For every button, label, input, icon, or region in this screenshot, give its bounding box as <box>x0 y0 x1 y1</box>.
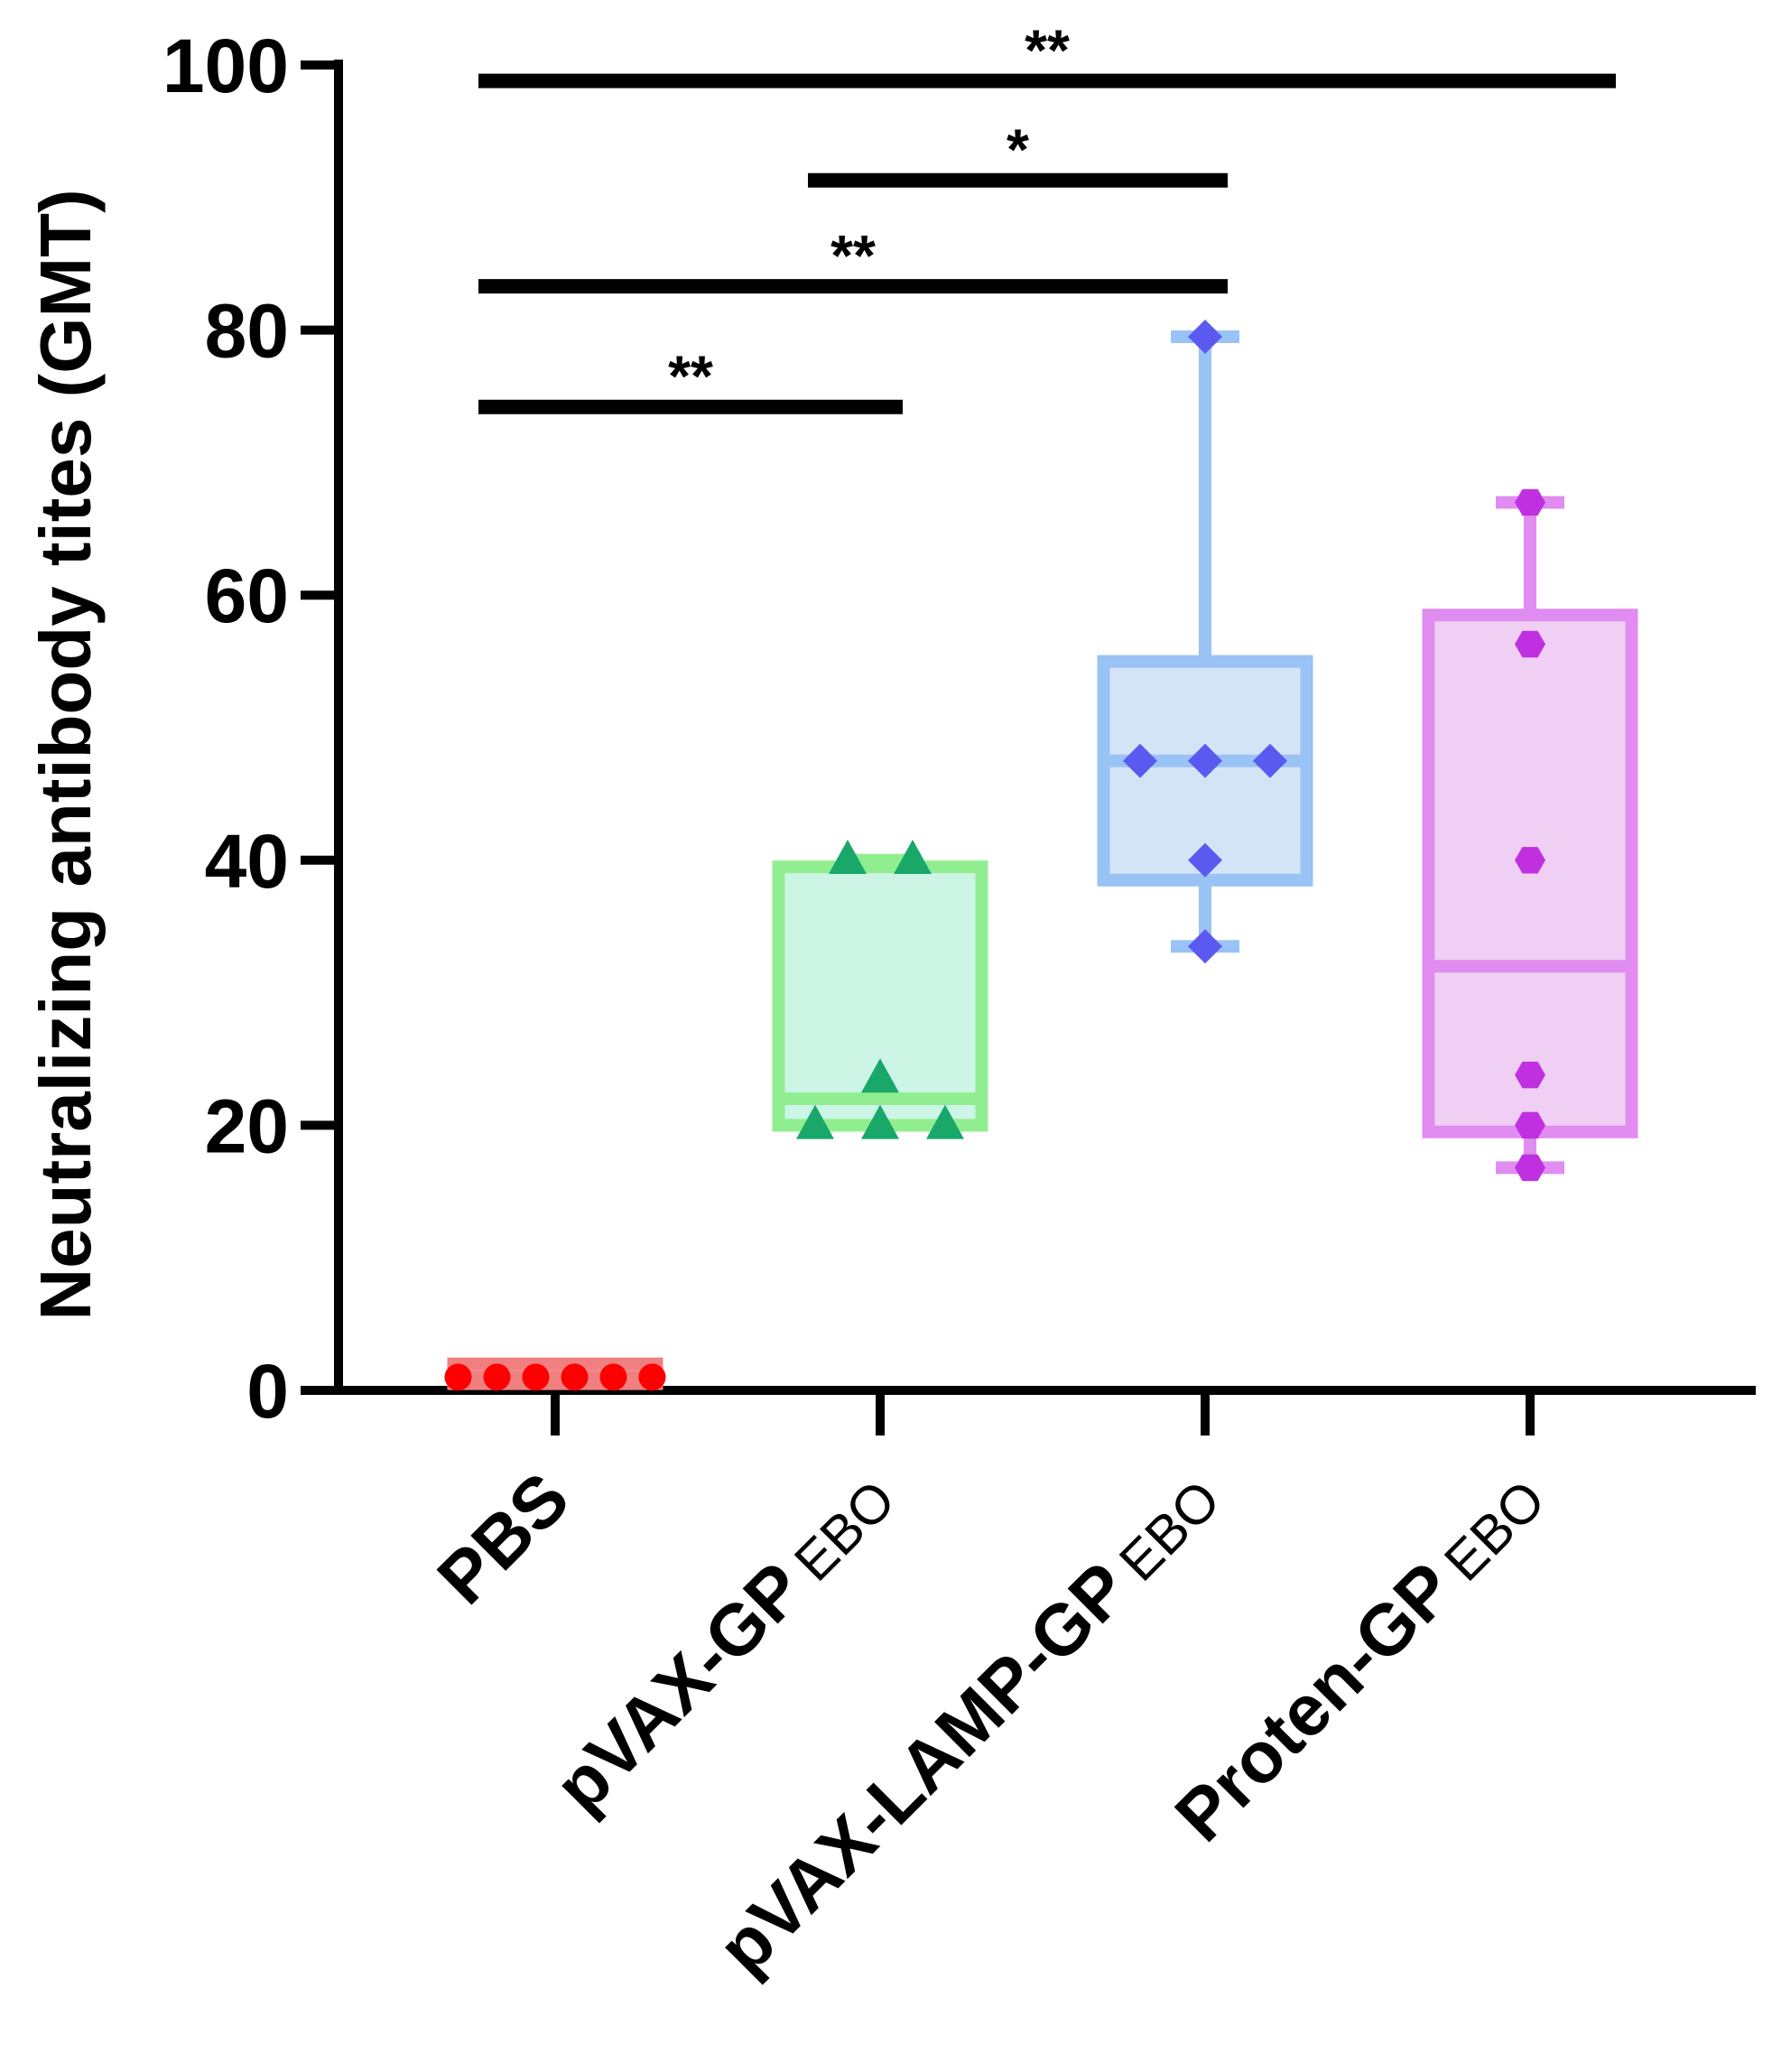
y-tick-label-80: 80 <box>205 289 289 374</box>
significance-label: ** <box>830 223 876 288</box>
data-point <box>796 1104 834 1139</box>
data-point <box>1515 630 1545 658</box>
x-category-subscript: EBO <box>1108 1469 1231 1593</box>
data-point <box>522 1363 550 1391</box>
data-point <box>1515 847 1545 874</box>
data-point <box>861 1058 899 1093</box>
x-category-subscript: EBO <box>1433 1469 1556 1593</box>
data-point <box>561 1363 589 1391</box>
data-point <box>894 840 932 874</box>
data-point <box>483 1363 511 1391</box>
data-point <box>861 1104 899 1139</box>
data-point <box>1188 929 1222 964</box>
data-point <box>638 1363 666 1391</box>
data-point <box>1253 743 1287 778</box>
x-category-main: Proten-GP <box>1160 1547 1470 1857</box>
data-point <box>1515 1111 1545 1139</box>
data-point <box>444 1363 472 1391</box>
significance-label: * <box>1007 117 1029 182</box>
data-points <box>444 319 1545 1391</box>
data-point <box>1515 1154 1545 1182</box>
x-category-subscript: EBO <box>783 1469 906 1593</box>
significance-label: ** <box>1025 18 1070 83</box>
box-plots <box>447 330 1638 1390</box>
y-tick-label-20: 20 <box>205 1083 289 1168</box>
y-tick-label-0: 0 <box>246 1349 289 1434</box>
x-category-main: pVAX-GP <box>539 1547 819 1827</box>
data-point <box>1515 1061 1545 1089</box>
data-point <box>1188 842 1222 878</box>
data-point <box>1515 488 1545 516</box>
significance-label: ** <box>668 344 713 409</box>
data-point <box>599 1363 627 1391</box>
data-point <box>1188 743 1222 778</box>
x-category-main: PBS <box>422 1457 584 1619</box>
data-point <box>1123 743 1157 778</box>
x-category-label: pVAX-GPEBO <box>539 1457 909 1827</box>
data-point <box>1188 319 1222 354</box>
x-category-label: PBS <box>422 1457 584 1619</box>
significance-brackets: ******* <box>478 18 1616 414</box>
x-category-label: pVAX-LAMP-GPEBO <box>702 1457 1234 1989</box>
data-point <box>829 840 867 874</box>
data-point <box>926 1104 964 1139</box>
y-tick-label-60: 60 <box>205 553 289 638</box>
y-tick-label-40: 40 <box>205 819 289 904</box>
axes: 0 20 40 60 80 100 <box>162 23 1756 1436</box>
y-axis-title: Neutralizing antibody tites (GMT) <box>25 189 106 1320</box>
y-tick-label-100: 100 <box>162 23 289 108</box>
